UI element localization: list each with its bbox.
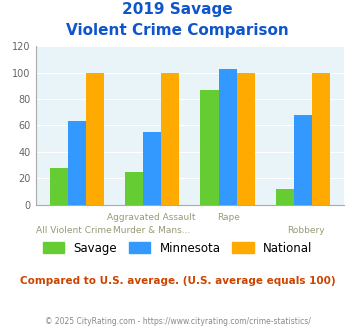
Bar (219, 69, 237, 205)
Bar (86, 73, 104, 205)
Text: All Violent Crime: All Violent Crime (36, 226, 112, 235)
Text: Robbery: Robbery (287, 226, 324, 235)
Bar (276, 189, 294, 205)
Text: Violent Crime Comparison: Violent Crime Comparison (66, 23, 289, 38)
Bar (312, 73, 330, 205)
Bar (143, 132, 161, 205)
Text: © 2025 CityRating.com - https://www.cityrating.com/crime-statistics/: © 2025 CityRating.com - https://www.city… (45, 317, 310, 326)
Bar (237, 73, 255, 205)
Bar (294, 115, 312, 205)
Text: Aggravated Assault: Aggravated Assault (107, 213, 196, 222)
Bar (201, 90, 219, 205)
Legend: Savage, Minnesota, National: Savage, Minnesota, National (38, 237, 317, 259)
Bar (68, 121, 86, 205)
Text: Compared to U.S. average. (U.S. average equals 100): Compared to U.S. average. (U.S. average … (20, 276, 335, 285)
Bar (161, 73, 179, 205)
Text: 2019 Savage: 2019 Savage (122, 2, 233, 16)
Bar (50, 168, 68, 205)
Text: Murder & Mans...: Murder & Mans... (113, 226, 190, 235)
Text: Rape: Rape (217, 213, 240, 222)
Bar (125, 172, 143, 205)
